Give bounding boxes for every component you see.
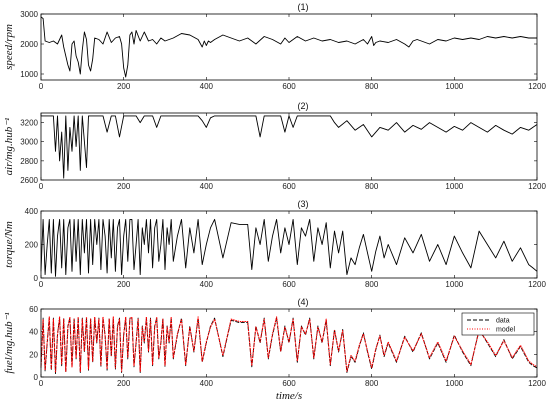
- panel-torque: (3) torque/Nm 0 200 400 600 800 1000 1200 0 200 4…: [3, 199, 546, 289]
- plot-series: [41, 115, 538, 179]
- legend-label-model: model: [496, 327, 516, 334]
- y-axis-label: torque/Nm: [3, 221, 15, 268]
- y-tick-label: 20: [29, 350, 38, 359]
- x-tick-label: 1200: [528, 280, 546, 289]
- y-tick-label: 0: [34, 373, 39, 382]
- axis-ticks: 0 200 400 600 800 1000 1200 0 20 40 60: [29, 305, 546, 388]
- x-tick-label: 1200: [528, 82, 546, 91]
- panel-title: (3): [298, 199, 309, 209]
- legend: data model: [461, 312, 535, 336]
- x-tick-label: 200: [117, 379, 131, 388]
- x-tick-label: 1000: [445, 280, 463, 289]
- panel-title: (4): [298, 297, 309, 307]
- x-tick-label: 0: [39, 82, 44, 91]
- x-tick-label: 600: [282, 182, 296, 191]
- series-line-panel1: [40, 16, 537, 78]
- y-tick-label: 40: [29, 328, 38, 337]
- x-tick-label: 1000: [445, 379, 463, 388]
- x-tick-label: 200: [117, 280, 131, 289]
- axes-frame: [40, 210, 538, 279]
- y-tick-label: 200: [25, 241, 39, 250]
- x-tick-label: 400: [200, 182, 214, 191]
- y-tick-label: 3200: [20, 119, 38, 128]
- panel-fuel: (4) fuel/mg.hub⁻¹ 0 200 400 600 800 1000 12000…: [3, 297, 546, 402]
- legend-label-data: data: [496, 318, 510, 325]
- x-tick-label: 1000: [445, 182, 463, 191]
- series-line-model: [40, 316, 538, 374]
- axis-ticks: 0 200 400 600 800 1000 1200 1000 2000 3000: [20, 10, 546, 91]
- x-tick-label: 400: [200, 82, 214, 91]
- axes-frame: [40, 308, 538, 378]
- y-tick-label: 0: [34, 274, 39, 283]
- x-tick-label: 1200: [528, 182, 546, 191]
- x-tick-label: 600: [282, 280, 296, 289]
- x-tick-label: 400: [200, 379, 214, 388]
- y-tick-label: 1000: [20, 70, 38, 79]
- panel-title: (1): [298, 2, 309, 12]
- x-tick-label: 200: [117, 82, 131, 91]
- plot-series: [40, 16, 537, 78]
- plot-series: [40, 218, 538, 277]
- series-line-panel3: [40, 218, 538, 277]
- axis-ticks: 0 200 400 600 800 1000 1200 0 200 400: [25, 207, 547, 289]
- panel-title: (2): [298, 101, 309, 111]
- y-tick-label: 2000: [20, 40, 38, 49]
- x-tick-label: 600: [282, 379, 296, 388]
- x-tick-label: 1000: [445, 82, 463, 91]
- y-tick-label: 3000: [20, 138, 38, 147]
- panel-air: (2) air/mg.hub⁻¹ 0 200 400 600 800 1000 1200 26…: [3, 101, 546, 191]
- y-tick-label: 2600: [20, 176, 38, 185]
- y-tick-label: 400: [25, 207, 39, 216]
- y-tick-label: 60: [29, 305, 38, 314]
- x-axis-label: time/s: [276, 390, 302, 402]
- y-axis-label: air/mg.hub⁻¹: [3, 118, 15, 176]
- y-tick-label: 3000: [20, 10, 38, 19]
- y-axis-label: fuel/mg.hub⁻¹: [3, 312, 15, 373]
- x-tick-label: 0: [39, 280, 44, 289]
- y-axis-label: speed/rpm: [3, 24, 15, 70]
- x-tick-label: 800: [365, 280, 379, 289]
- panel-speed: (1) speed/rpm 0 200 400 600 800 1000 1200 1000 2…: [3, 2, 546, 91]
- axis-ticks: 0 200 400 600 800 1000 1200 2600 2800 3000 3200: [20, 113, 546, 191]
- x-tick-label: 800: [365, 82, 379, 91]
- x-tick-label: 200: [117, 182, 131, 191]
- x-tick-label: 0: [39, 182, 44, 191]
- y-tick-label: 2800: [20, 157, 38, 166]
- x-tick-label: 0: [39, 379, 44, 388]
- x-tick-label: 800: [365, 379, 379, 388]
- x-tick-label: 800: [365, 182, 379, 191]
- series-line-panel2: [41, 115, 538, 179]
- axes-frame: [40, 112, 538, 181]
- x-tick-label: 600: [282, 82, 296, 91]
- axes-frame: [40, 13, 538, 81]
- plot-series: [40, 316, 538, 375]
- x-tick-label: 1200: [528, 379, 546, 388]
- x-tick-label: 400: [200, 280, 214, 289]
